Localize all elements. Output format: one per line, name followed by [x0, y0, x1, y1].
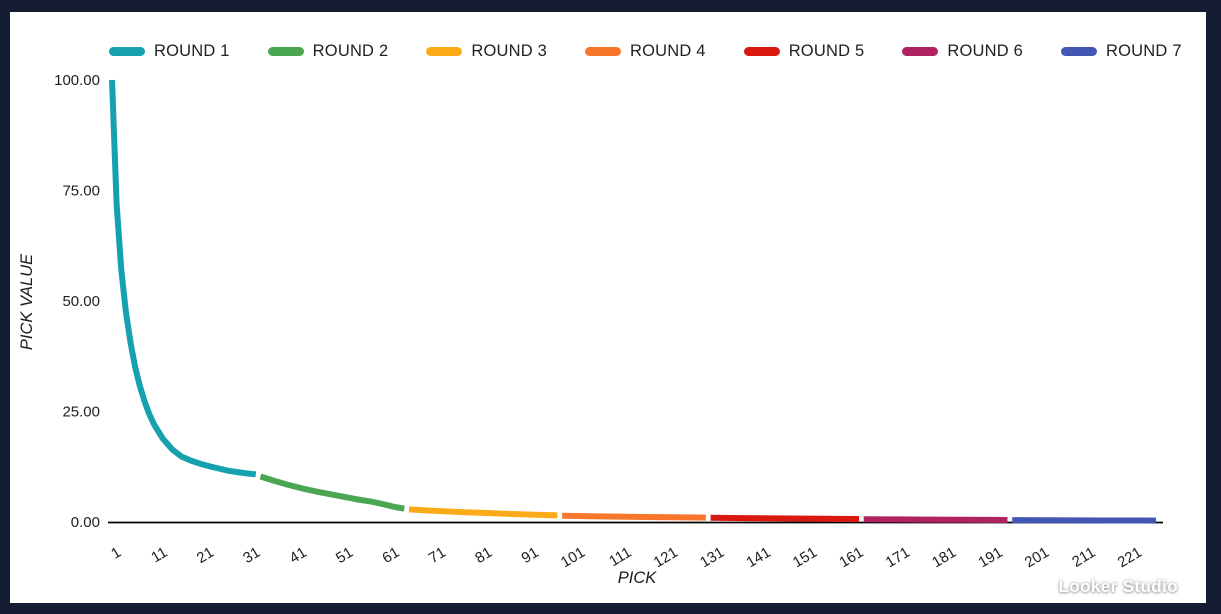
legend-swatch-round-1: [109, 46, 145, 56]
legend-label: ROUND 7: [1106, 41, 1182, 60]
legend-item-round-2[interactable]: ROUND 2: [267, 41, 389, 61]
legend-label: ROUND 1: [154, 41, 230, 60]
x-tick-label: 151: [790, 544, 820, 571]
legend-label: ROUND 6: [947, 41, 1024, 60]
series-line-round-6[interactable]: [863, 516, 1008, 523]
legend-swatch-round-6: [902, 46, 939, 56]
plot-svg: 100.00 75.00 50.00 25.00 0.00 PICK VALUE…: [18, 72, 1163, 587]
legend-swatch-round-2: [267, 46, 304, 56]
legend-item-round-6[interactable]: ROUND 6: [902, 42, 1023, 61]
x-axis-title: PICK: [618, 569, 658, 587]
x-tick-label: 221: [1115, 544, 1145, 571]
y-tick-label: 25.00: [62, 404, 100, 421]
x-tick-label: 61: [379, 544, 402, 567]
y-tick-label: 75.00: [62, 183, 100, 200]
x-tick-label: 91: [519, 544, 542, 567]
x-tick-label: 81: [472, 544, 495, 567]
x-tick-label: 21: [194, 544, 217, 567]
x-tick-label: 51: [333, 544, 356, 567]
x-tick-label: 121: [651, 544, 681, 571]
legend-swatch-round-7: [1061, 46, 1098, 56]
y-axis-title: PICK VALUE: [18, 253, 36, 350]
legend-swatch-round-4: [585, 46, 622, 56]
x-tick-label: 101: [558, 544, 588, 571]
legend-label: ROUND 4: [630, 41, 706, 60]
x-ticks-layer: 1 11 21 31 41 51 61 71 81 91 101 111 121 131 141 151 161…: [108, 544, 1145, 571]
series-line-round-2[interactable]: [259, 473, 405, 512]
legend: ROUND 1 ROUND 2 ROUND 3 ROUND 4 ROUND 5 …: [109, 40, 1182, 62]
legend-swatch-round-5: [743, 46, 780, 56]
y-tick-label: 0.00: [71, 514, 100, 531]
legend-label: ROUND 3: [471, 41, 548, 60]
x-tick-label: 191: [975, 544, 1005, 571]
series-line-round-3[interactable]: [408, 506, 558, 519]
series-line-round-7[interactable]: [1012, 517, 1157, 524]
legend-label: ROUND 5: [788, 41, 865, 60]
watermark[interactable]: Looker Studio: [1058, 577, 1178, 596]
y-tick-label: 100.00: [54, 72, 100, 89]
x-tick-label: 201: [1022, 544, 1052, 571]
legend-label: ROUND 2: [312, 41, 389, 60]
x-tick-label: 71: [426, 544, 449, 567]
legend-item-round-7[interactable]: ROUND 7: [1061, 42, 1182, 61]
legend-item-round-5[interactable]: ROUND 5: [743, 41, 865, 61]
series-line-round-4[interactable]: [562, 512, 706, 521]
x-tick-label: 181: [929, 544, 959, 571]
x-tick-label: 11: [148, 544, 170, 567]
legend-swatch-round-3: [426, 46, 463, 56]
x-tick-label: 161: [836, 544, 866, 571]
x-tick-label: 41: [287, 544, 310, 567]
series-line-round-1[interactable]: [109, 79, 257, 478]
x-tick-label: 111: [606, 544, 634, 570]
series-line-round-5[interactable]: [710, 514, 860, 522]
legend-item-round-3[interactable]: ROUND 3: [426, 42, 547, 61]
series-layer: [109, 79, 1157, 524]
legend-item-round-1[interactable]: ROUND 1: [109, 42, 230, 61]
x-tick-label: 31: [240, 544, 263, 567]
chart-card: ROUND 1 ROUND 2 ROUND 3 ROUND 4 ROUND 5 …: [10, 12, 1206, 603]
x-tick-label: 211: [1069, 544, 1098, 571]
x-tick-label: 141: [743, 544, 773, 571]
x-tick-label: 1: [108, 544, 124, 563]
y-tick-label: 50.00: [62, 293, 100, 310]
legend-item-round-4[interactable]: ROUND 4: [585, 42, 706, 61]
x-tick-label: 131: [697, 544, 727, 571]
x-tick-label: 171: [883, 544, 913, 571]
